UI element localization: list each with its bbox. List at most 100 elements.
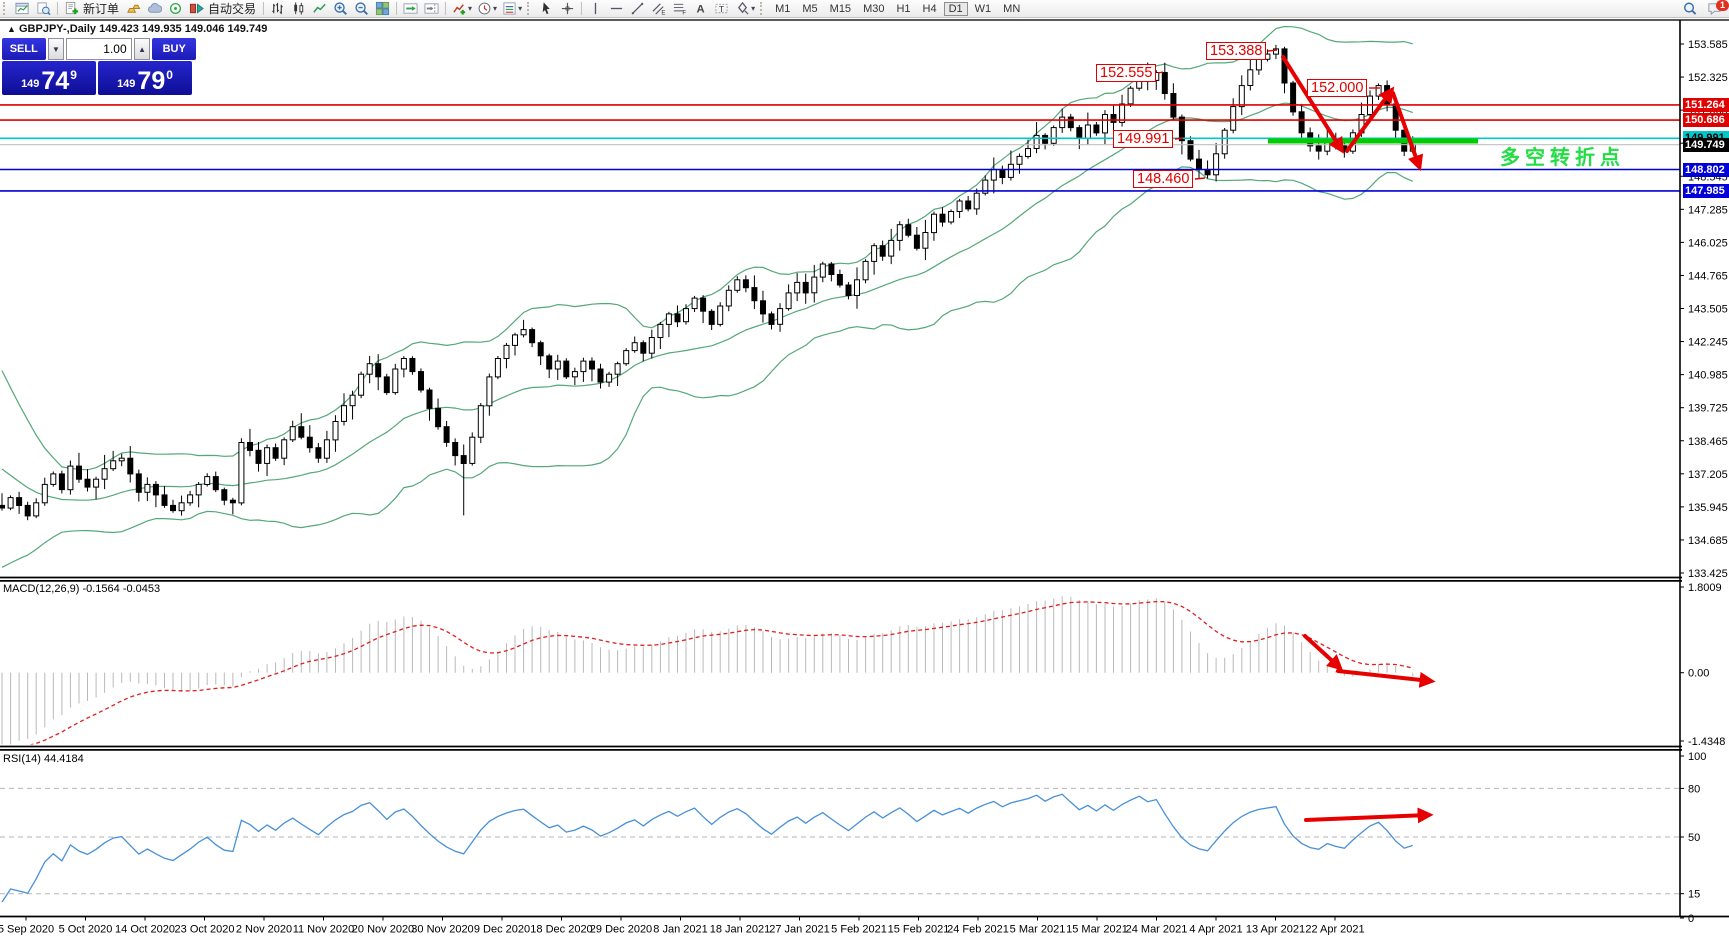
candlestick-chart-button[interactable]: [288, 1, 309, 16]
buy-button[interactable]: BUY: [152, 38, 196, 60]
vertical-line-tool-button[interactable]: [585, 1, 606, 16]
sell-button[interactable]: SELL: [2, 38, 46, 60]
auto-scroll-button[interactable]: [400, 1, 421, 16]
periods-dropdown-icon[interactable]: ▾: [493, 4, 498, 13]
zoom-out-button[interactable]: [351, 1, 372, 16]
indicators-dropdown-icon[interactable]: ▾: [468, 4, 473, 13]
toolbar-drag-handle[interactable]: [527, 2, 533, 15]
symbol-period-label: GBPJPY-,Daily: [18, 23, 97, 35]
svg-text:T: T: [719, 4, 724, 14]
price-callout-149.991[interactable]: 149.991: [1113, 130, 1174, 148]
toolbar-drag-handle[interactable]: [760, 2, 766, 15]
svg-text:0.00: 0.00: [1688, 668, 1709, 680]
svg-text:140.985: 140.985: [1688, 370, 1728, 382]
svg-text:15: 15: [1688, 889, 1700, 901]
new-order-button[interactable]: [61, 1, 82, 16]
crosshair-tool-button[interactable]: [557, 1, 578, 16]
autotrading-label[interactable]: 自动交易: [208, 2, 257, 16]
svg-text:4 Apr 2021: 4 Apr 2021: [1189, 924, 1242, 936]
svg-text:134.685: 134.685: [1688, 535, 1728, 547]
new-chart-icon: [15, 2, 29, 15]
svg-text:5 Mar 2021: 5 Mar 2021: [1010, 924, 1066, 936]
text-icon: A: [697, 4, 705, 16]
label-icon: T: [715, 4, 728, 14]
buy-price-display[interactable]: 149 79 0: [98, 61, 192, 95]
volume-input[interactable]: 1.00: [66, 38, 132, 60]
shapes-dropdown-icon[interactable]: ▾: [751, 4, 756, 13]
timeframe-H4[interactable]: H4: [922, 2, 937, 15]
svg-text:153.585: 153.585: [1688, 39, 1728, 51]
timeframe-W1[interactable]: W1: [974, 2, 992, 15]
templates-button[interactable]: [499, 1, 520, 16]
profiles-button[interactable]: [33, 1, 54, 16]
svg-text:F: F: [682, 10, 686, 16]
signals-button[interactable]: [165, 1, 186, 16]
svg-text:8 Jan 2021: 8 Jan 2021: [653, 924, 707, 936]
svg-text:80: 80: [1688, 783, 1700, 795]
new-order-label[interactable]: 新订单: [83, 2, 120, 16]
text-tool-button[interactable]: A: [690, 1, 711, 16]
timeframe-M30[interactable]: M30: [863, 2, 885, 15]
bar-chart-button[interactable]: [267, 1, 288, 16]
search-button[interactable]: [1679, 1, 1700, 16]
indicators-button[interactable]: [449, 1, 470, 16]
volume-increase-button[interactable]: ▲: [133, 38, 151, 60]
timeframe-M1[interactable]: M1: [775, 2, 791, 15]
timeframe-M5[interactable]: M5: [802, 2, 818, 15]
svg-text:143.505: 143.505: [1688, 304, 1728, 316]
sell-price-display[interactable]: 149 74 9: [2, 61, 96, 95]
zoom-in-button[interactable]: [330, 1, 351, 16]
price-callout-152.000[interactable]: 152.000: [1307, 79, 1368, 97]
history-center-button[interactable]: [123, 1, 144, 16]
equidistant-channel-tool-button[interactable]: E: [648, 1, 669, 16]
macd-indicator-label: MACD(12,26,9) -0.1564 -0.0453: [3, 583, 161, 595]
autotrading-button[interactable]: [186, 1, 207, 16]
svg-text:147.285: 147.285: [1688, 204, 1728, 216]
panel-divider-macd-rsi[interactable]: [0, 743, 1680, 751]
tile-windows-button[interactable]: [372, 1, 393, 16]
cursor-tool-button[interactable]: [536, 1, 557, 16]
toolbar-right-group: 1: [1679, 0, 1729, 17]
trendline-tool-button[interactable]: [627, 1, 648, 16]
svg-text:50: 50: [1688, 832, 1700, 844]
volume-decrease-button[interactable]: ▼: [47, 38, 65, 60]
fibonacci-tool-button[interactable]: F: [669, 1, 690, 16]
svg-text:146.025: 146.025: [1688, 237, 1728, 249]
shapes-tool-button[interactable]: [732, 1, 753, 16]
panel-divider-main-macd[interactable]: [0, 574, 1680, 582]
new-chart-button[interactable]: [12, 1, 33, 16]
trendline-icon: [631, 2, 644, 15]
price-callout-153.388[interactable]: 153.388: [1206, 42, 1267, 60]
mql5-community-button[interactable]: [144, 1, 165, 16]
svg-text:E: E: [661, 10, 665, 16]
svg-text:152.325: 152.325: [1688, 72, 1728, 84]
svg-text:15 Feb 2021: 15 Feb 2021: [888, 924, 950, 936]
text-label-tool-button[interactable]: T: [711, 1, 732, 16]
timeframe-toolbar: M1 M5 M15 M30 H1 H4 D1 W1 MN: [769, 1, 1026, 16]
templates-dropdown-icon[interactable]: ▾: [518, 4, 523, 13]
search-icon: [1684, 2, 1697, 15]
horizontal-line-tool-button[interactable]: [606, 1, 627, 16]
price-axis-label-149.749: 149.749: [1683, 138, 1729, 152]
chart-title: ▲ GBPJPY-,Daily 149.423 149.935 149.046 …: [7, 23, 267, 35]
clock-icon: [478, 2, 491, 15]
candlestick-icon: [294, 2, 304, 15]
annotation-text[interactable]: 多空转折点: [1500, 147, 1625, 169]
price-axis-label-150.686: 150.686: [1683, 113, 1729, 127]
timeframe-D1[interactable]: D1: [943, 1, 968, 16]
notifications-button[interactable]: 1: [1704, 0, 1729, 16]
svg-text:2 Nov 2020: 2 Nov 2020: [236, 924, 292, 936]
chart-shift-button[interactable]: [421, 1, 442, 16]
periods-button[interactable]: [474, 1, 495, 16]
line-chart-button[interactable]: [309, 1, 330, 16]
price-callout-152.555[interactable]: 152.555: [1096, 64, 1157, 82]
timeframe-H1[interactable]: H1: [896, 2, 911, 15]
price-callout-148.460[interactable]: 148.460: [1133, 170, 1194, 188]
toolbar-drag-handle[interactable]: [3, 2, 9, 15]
svg-text:13 Apr 2021: 13 Apr 2021: [1246, 924, 1305, 936]
svg-text:11 Nov 2020: 11 Nov 2020: [293, 924, 355, 936]
timeframe-M15[interactable]: M15: [829, 2, 852, 15]
chart-shift-icon: [424, 3, 439, 14]
timeframe-MN[interactable]: MN: [1003, 2, 1021, 15]
